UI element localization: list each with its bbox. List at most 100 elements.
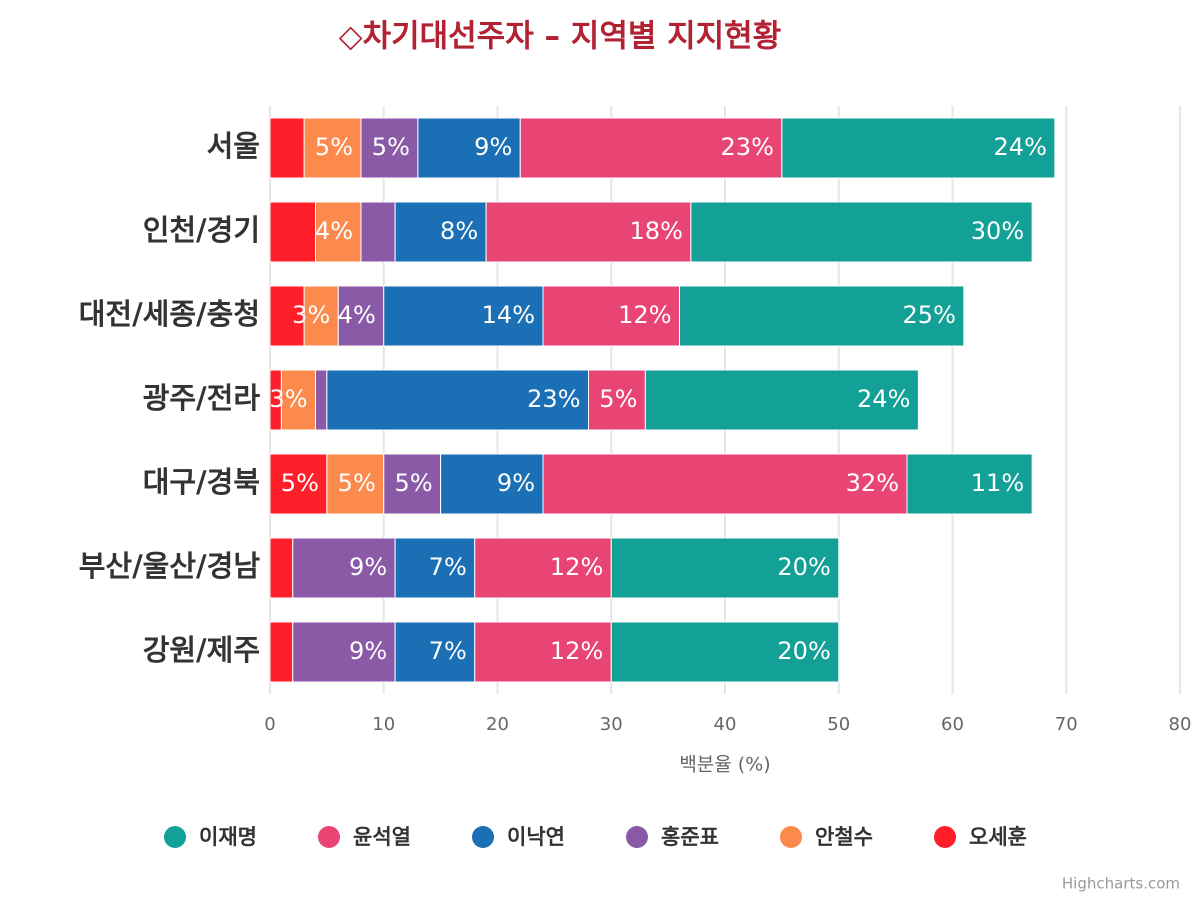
bar-segment <box>292 537 396 599</box>
data-label: 25% <box>903 301 956 329</box>
category-label: 대전/세종/충청 <box>79 297 260 331</box>
data-label: 7% <box>429 637 467 665</box>
data-label: 8% <box>440 217 478 245</box>
bar-segment <box>440 453 544 515</box>
data-label: 24% <box>994 133 1047 161</box>
x-tick-label: 0 <box>264 714 275 735</box>
category-label: 강원/제주 <box>143 633 260 667</box>
bar-segment <box>360 117 419 179</box>
legend-marker <box>318 826 340 848</box>
data-label: 23% <box>527 385 580 413</box>
x-tick-label: 20 <box>486 714 509 735</box>
data-label: 5% <box>395 469 433 497</box>
data-label: 20% <box>777 637 830 665</box>
data-label: 5% <box>281 469 319 497</box>
chart-title: ◇차기대선주자 – 지역별 지지현황 <box>339 19 781 55</box>
data-label: 9% <box>349 553 387 581</box>
legend-label: 오세훈 <box>969 825 1027 849</box>
legend-marker <box>780 826 802 848</box>
bar-segment <box>610 537 840 599</box>
credits: Highcharts.com <box>1062 875 1180 893</box>
bar-segment <box>269 201 316 263</box>
data-label: 9% <box>474 133 512 161</box>
x-tick-label: 60 <box>941 714 964 735</box>
data-label: 12% <box>618 301 671 329</box>
data-label: 3% <box>269 385 307 413</box>
data-label: 5% <box>315 133 353 161</box>
bar-segment <box>315 201 362 263</box>
legend-marker <box>934 826 956 848</box>
legend-marker <box>626 826 648 848</box>
data-label: 7% <box>429 553 467 581</box>
bar-segment <box>269 285 305 347</box>
legend-label: 안철수 <box>815 825 873 849</box>
data-label: 4% <box>315 217 353 245</box>
bar-segment <box>588 369 646 431</box>
bar-segment <box>679 285 965 347</box>
legend-marker <box>164 826 186 848</box>
x-tick-label: 50 <box>827 714 850 735</box>
data-label: 3% <box>292 301 330 329</box>
bar-segment <box>269 537 294 599</box>
bar-segment <box>269 117 305 179</box>
bar-segment <box>360 201 396 263</box>
bar-segment <box>383 453 442 515</box>
bar-segment <box>690 201 1033 263</box>
bar-segment <box>610 621 840 683</box>
data-label: 30% <box>971 217 1024 245</box>
bar-segment <box>474 621 612 683</box>
data-label: 24% <box>857 385 910 413</box>
category-label: 인천/경기 <box>143 213 260 247</box>
x-tick-label: 80 <box>1169 714 1192 735</box>
data-label: 5% <box>338 469 376 497</box>
legend-label: 이재명 <box>199 825 257 849</box>
category-label: 광주/전라 <box>143 381 261 415</box>
bar-segment <box>474 537 612 599</box>
bar-segment <box>906 453 1033 515</box>
data-label: 5% <box>599 385 637 413</box>
legend-label: 홍준표 <box>661 825 719 849</box>
data-label: 9% <box>349 637 387 665</box>
data-label: 18% <box>630 217 683 245</box>
legend-label: 이낙연 <box>507 825 565 849</box>
data-label: 20% <box>777 553 830 581</box>
category-label: 서울 <box>207 129 260 163</box>
bar-segment <box>644 369 919 431</box>
data-label: 11% <box>971 469 1024 497</box>
axis-title: 백분율 (%) <box>679 754 770 776</box>
legend-label: 윤석열 <box>353 825 411 849</box>
bar-segment <box>394 621 476 683</box>
bar-segment <box>326 369 589 431</box>
x-tick-label: 70 <box>1055 714 1078 735</box>
bar-segment <box>315 369 328 431</box>
category-label: 대구/경북 <box>143 465 260 499</box>
bar-segment <box>781 117 1056 179</box>
bar-segment <box>542 453 908 515</box>
data-label: 14% <box>482 301 535 329</box>
data-label: 32% <box>846 469 899 497</box>
data-label: 12% <box>550 553 603 581</box>
bar-segment <box>542 285 680 347</box>
x-tick-label: 10 <box>372 714 395 735</box>
x-tick-label: 30 <box>600 714 623 735</box>
bar-segment <box>303 285 339 347</box>
bar-segment <box>485 201 692 263</box>
x-tick-label: 40 <box>714 714 737 735</box>
data-label: 4% <box>338 301 376 329</box>
bar-segment <box>519 117 783 179</box>
legend-marker <box>472 826 494 848</box>
bar-segment <box>394 201 487 263</box>
bar-segment <box>417 117 521 179</box>
bar-segment <box>280 369 316 431</box>
bar-segment <box>292 621 396 683</box>
data-label: 9% <box>497 469 535 497</box>
bar-segment <box>394 537 476 599</box>
data-label: 5% <box>372 133 410 161</box>
bar-segment <box>383 285 544 347</box>
category-label: 부산/울산/경남 <box>79 549 261 583</box>
bar-segment <box>326 453 385 515</box>
bar-segment <box>269 621 294 683</box>
data-label: 12% <box>550 637 603 665</box>
bar-segment <box>269 453 328 515</box>
